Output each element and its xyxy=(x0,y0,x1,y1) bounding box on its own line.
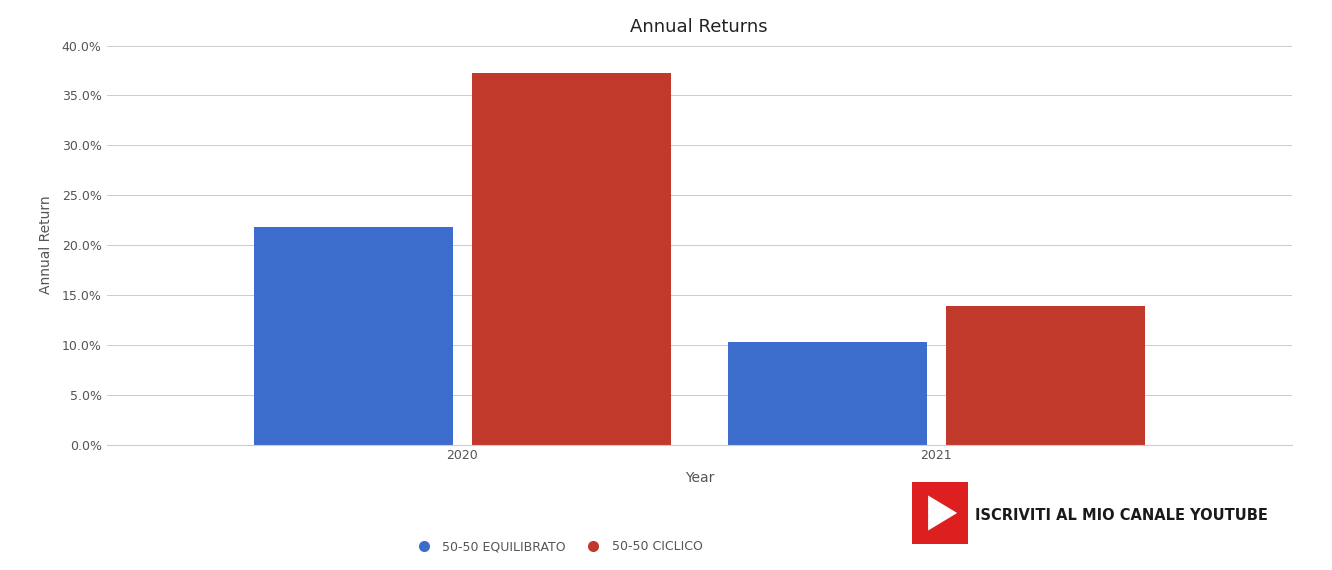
Bar xyxy=(253,227,453,445)
Bar xyxy=(472,72,671,445)
Bar xyxy=(946,306,1146,445)
X-axis label: Year: Year xyxy=(685,471,714,485)
Legend: 50-50 EQUILIBRATO, 50-50 CICLICO: 50-50 EQUILIBRATO, 50-50 CICLICO xyxy=(406,535,709,558)
Text: ISCRIVITI AL MIO CANALE YOUTUBE: ISCRIVITI AL MIO CANALE YOUTUBE xyxy=(975,508,1268,523)
FancyBboxPatch shape xyxy=(907,479,974,547)
Y-axis label: Annual Return: Annual Return xyxy=(40,196,53,295)
Title: Annual Returns: Annual Returns xyxy=(630,18,769,36)
Bar xyxy=(727,342,927,445)
Polygon shape xyxy=(928,495,958,531)
